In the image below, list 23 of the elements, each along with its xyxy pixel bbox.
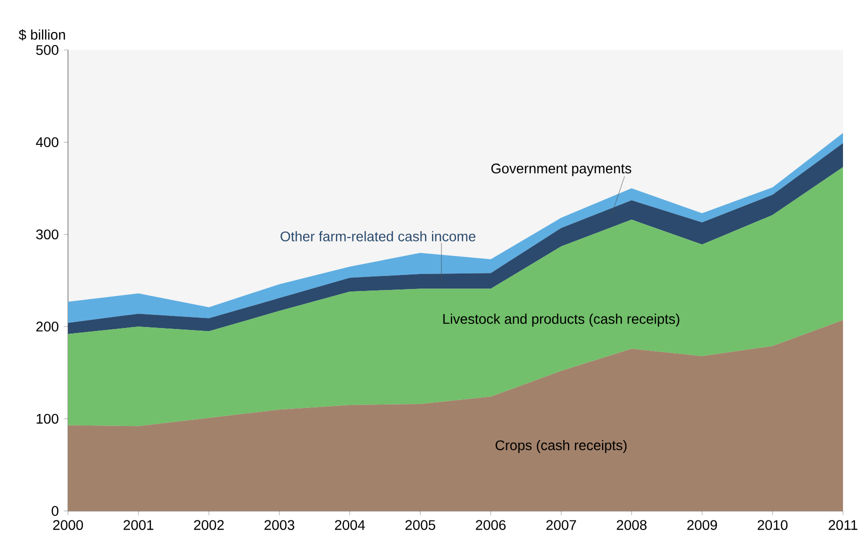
x-tick-label: 2007: [546, 520, 576, 530]
y-axis-title: $ billion: [18, 29, 65, 41]
x-tick-label: 2004: [335, 520, 365, 530]
x-tick-label: 2009: [687, 520, 717, 530]
y-tick-label: 200: [36, 322, 58, 332]
y-tick-label: 500: [36, 45, 58, 55]
series-label: Government payments: [491, 164, 632, 176]
x-tick-label: 2003: [264, 520, 294, 530]
x-tick-label: 2000: [53, 520, 83, 530]
y-tick-label: 400: [36, 137, 58, 148]
x-tick-label: 2006: [476, 520, 506, 530]
y-tick-label: 300: [36, 229, 58, 240]
y-tick-label: 0: [52, 506, 58, 516]
x-tick-label: 2001: [124, 520, 154, 530]
series-label: Livestock and products (cash receipts): [443, 314, 680, 327]
x-tick-label: 2005: [405, 520, 436, 530]
series-label: Crops (cash receipts): [496, 440, 627, 453]
y-tick-label: 100: [36, 414, 58, 424]
x-tick-label: 2011: [828, 520, 858, 530]
x-tick-label: 2008: [616, 520, 647, 530]
x-tick-label: 2010: [758, 520, 788, 530]
x-tick-label: 2002: [194, 520, 224, 530]
text: Other farm-related cash income: [280, 231, 476, 242]
